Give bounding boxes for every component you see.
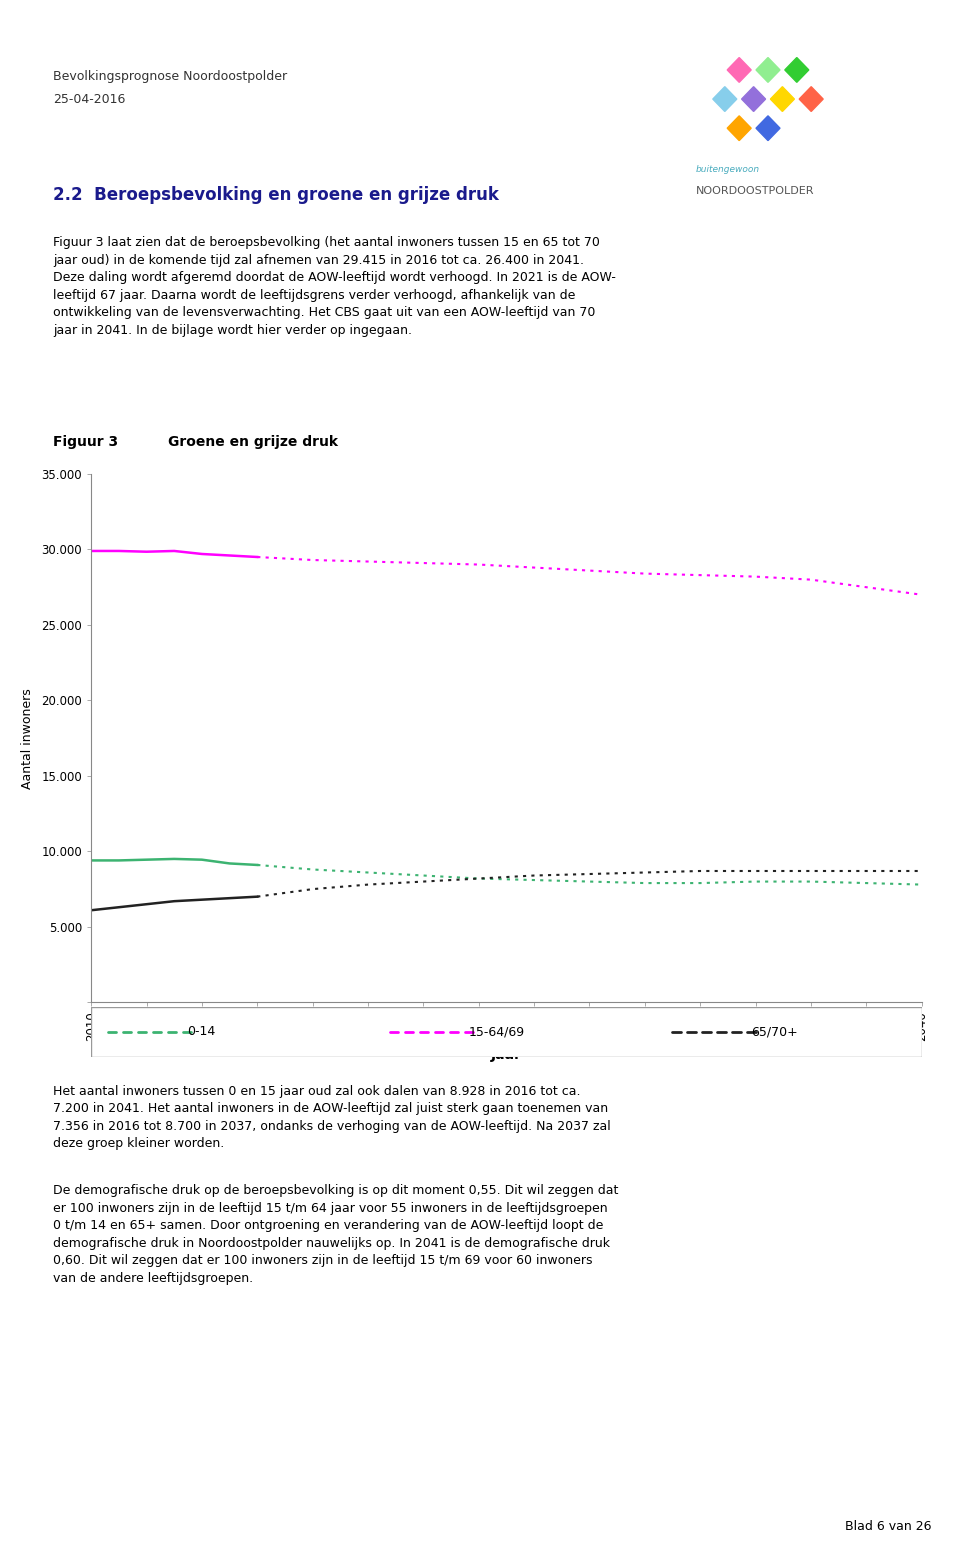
Polygon shape <box>728 117 751 140</box>
Text: Figuur 3: Figuur 3 <box>53 435 118 449</box>
Text: Bevolkingsprognose Noordoostpolder: Bevolkingsprognose Noordoostpolder <box>53 70 287 82</box>
Polygon shape <box>756 117 780 140</box>
Text: buitengewoon: buitengewoon <box>696 165 760 174</box>
Text: Blad 6 van 26: Blad 6 van 26 <box>845 1520 931 1532</box>
Polygon shape <box>784 57 808 82</box>
Text: 15-64/69: 15-64/69 <box>469 1026 525 1038</box>
Polygon shape <box>728 57 751 82</box>
Polygon shape <box>756 57 780 82</box>
Text: 2.2  Beroepsbevolking en groene en grijze druk: 2.2 Beroepsbevolking en groene en grijze… <box>53 186 498 205</box>
Text: De demografische druk op de beroepsbevolking is op dit moment 0,55. Dit wil zegg: De demografische druk op de beroepsbevol… <box>53 1184 618 1285</box>
Polygon shape <box>741 87 765 112</box>
Polygon shape <box>712 87 737 112</box>
Polygon shape <box>799 87 823 112</box>
Text: Het aantal inwoners tussen 0 en 15 jaar oud zal ook dalen van 8.928 in 2016 tot : Het aantal inwoners tussen 0 en 15 jaar … <box>53 1085 611 1150</box>
Text: 65/70+: 65/70+ <box>752 1026 798 1038</box>
Text: Figuur 3 laat zien dat de beroepsbevolking (het aantal inwoners tussen 15 en 65 : Figuur 3 laat zien dat de beroepsbevolki… <box>53 236 615 337</box>
Text: Groene en grijze druk: Groene en grijze druk <box>168 435 338 449</box>
Text: NOORDOOSTPOLDER: NOORDOOSTPOLDER <box>696 186 814 196</box>
Text: 0-14: 0-14 <box>186 1026 215 1038</box>
Polygon shape <box>770 87 794 112</box>
Y-axis label: Aantal inwoners: Aantal inwoners <box>21 688 35 788</box>
Text: 25-04-2016: 25-04-2016 <box>53 93 125 106</box>
X-axis label: Jaar: Jaar <box>491 1049 522 1063</box>
